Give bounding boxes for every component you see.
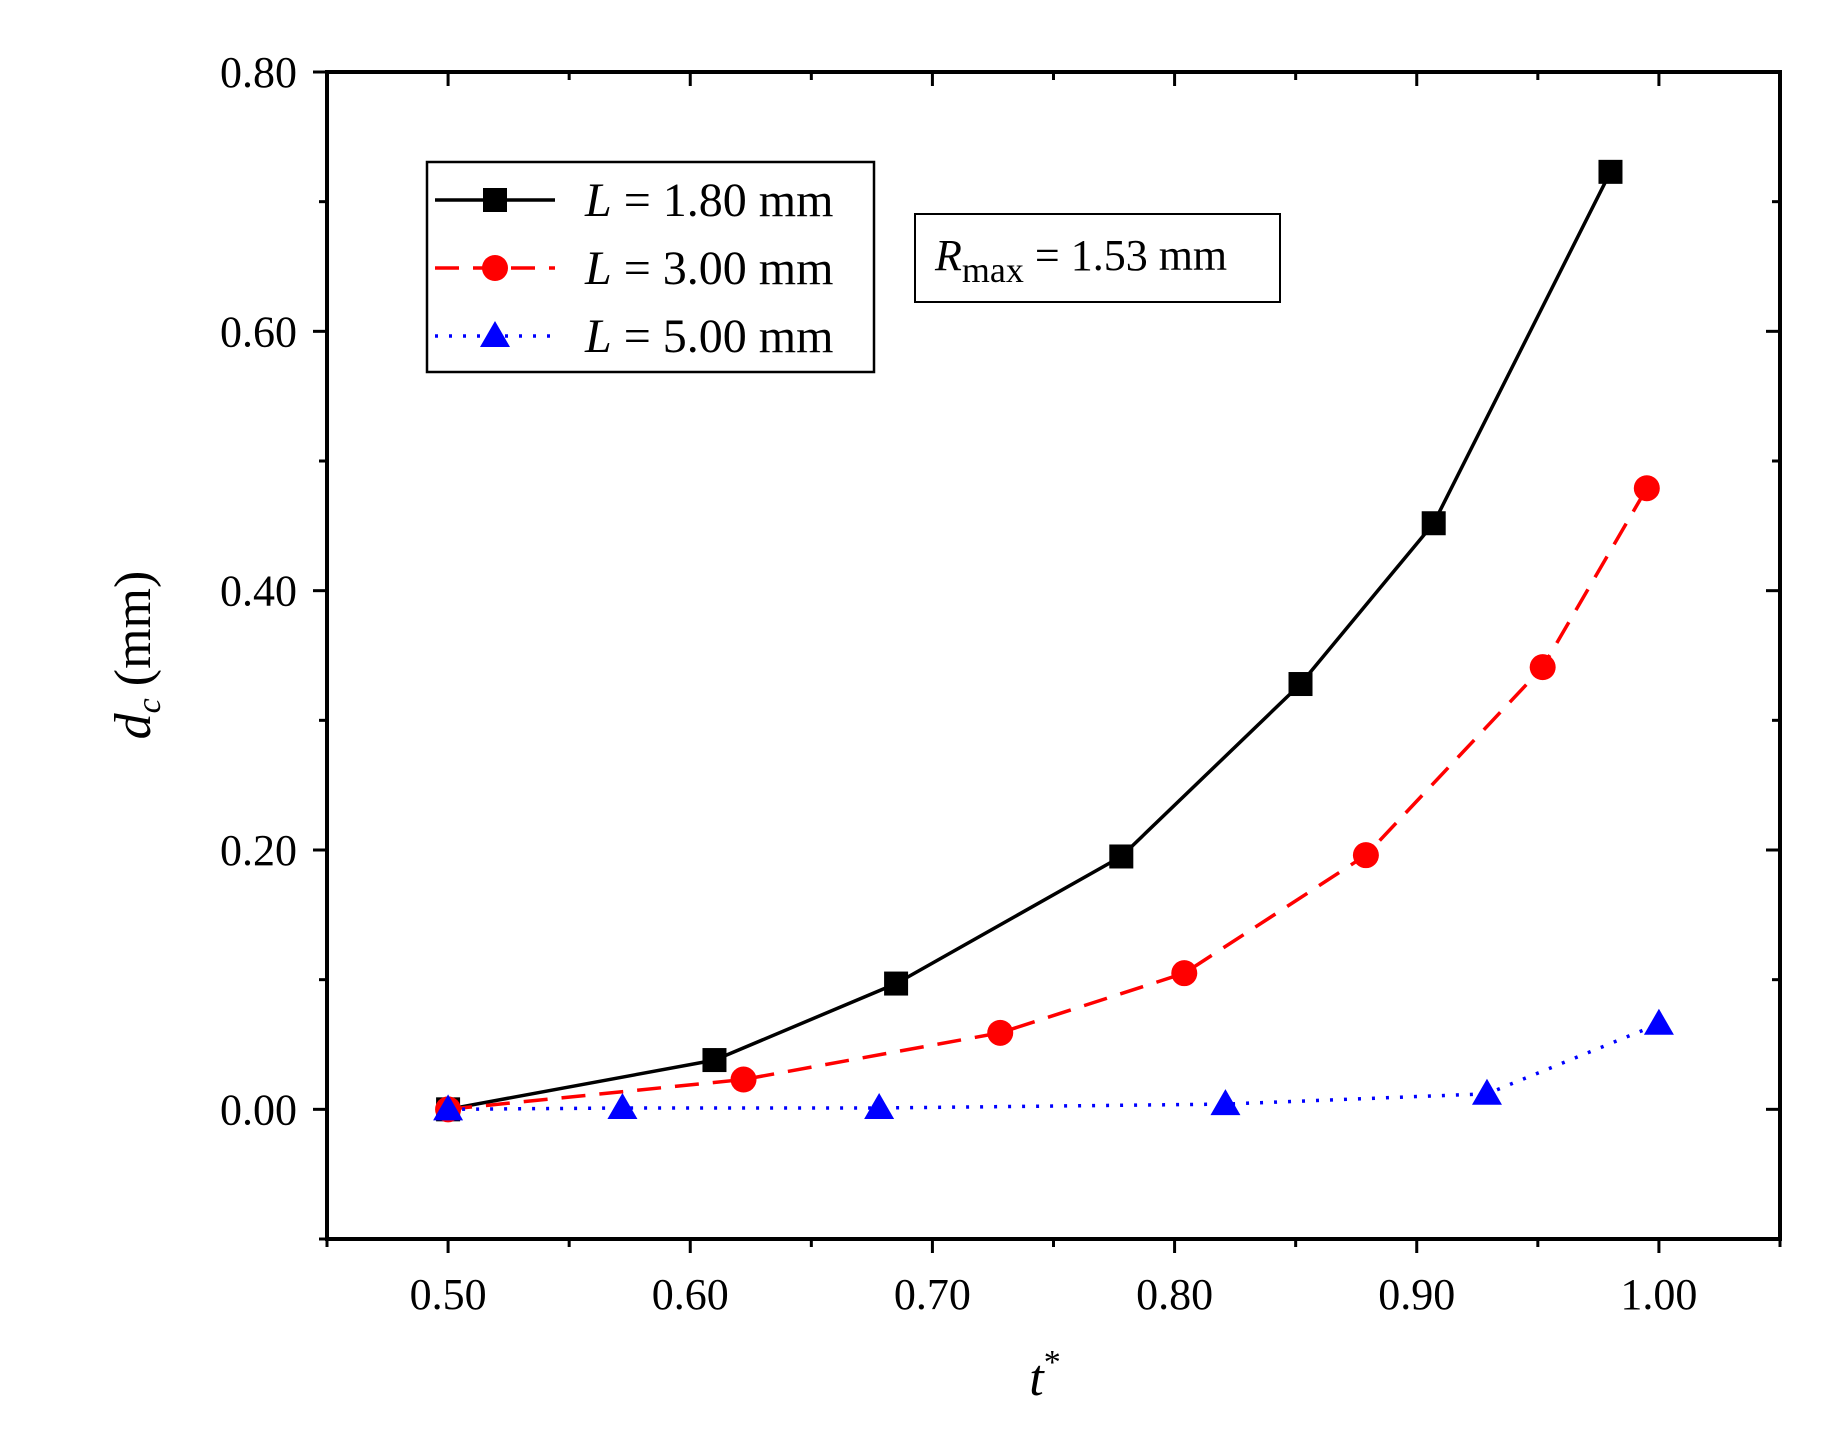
data-point-circle	[730, 1066, 757, 1093]
data-point-triangle	[1643, 1008, 1674, 1035]
series-layer	[433, 159, 1674, 1123]
x-axis-var: t	[1029, 1350, 1045, 1407]
annotation-text: Rmax = 1.53 mm	[934, 231, 1227, 290]
series-3-line	[448, 1022, 1660, 1112]
data-point-square	[1288, 672, 1313, 697]
data-point-circle	[1529, 654, 1556, 681]
tick-label-layer: 0.50 0.60 0.70 0.80 0.90 1.00 0.00 0.20 0.40 0.60…	[220, 48, 1697, 1319]
legend-label-2-var: L	[584, 242, 612, 295]
y-axis-var: d	[105, 712, 162, 739]
data-point-square	[1598, 159, 1623, 184]
legend-label-2: L = 3.00 mm	[584, 242, 833, 295]
data-point-square	[702, 1048, 727, 1073]
x-tick-label: 0.90	[1378, 1270, 1455, 1319]
x-tick-label: 0.80	[1136, 1270, 1213, 1319]
x-tick-label: 0.60	[652, 1270, 729, 1319]
legend-marker-square	[483, 188, 507, 212]
legend-entry-2: L = 3.00 mm	[435, 242, 833, 295]
x-axis-superscript: *	[1044, 1344, 1061, 1381]
y-tick-label: 0.60	[220, 307, 297, 356]
data-point-circle	[1352, 842, 1379, 869]
legend-label-3: L = 5.00 mm	[584, 310, 833, 363]
data-point-triangle	[1210, 1089, 1241, 1116]
y-axis-subscript: c	[131, 698, 168, 713]
y-tick-label: 0.80	[220, 48, 297, 97]
legend-marker-triangle	[480, 321, 510, 347]
legend-label-1: L = 1.80 mm	[584, 174, 833, 227]
legend-label-3-var: L	[584, 310, 612, 363]
x-tick-label: 1.00	[1620, 1270, 1697, 1319]
y-tick-label: 0.00	[220, 1085, 297, 1134]
legend-label-1-rest: = 1.80 mm	[612, 174, 834, 227]
y-tick-label: 0.40	[220, 567, 297, 616]
data-point-square	[1109, 844, 1134, 869]
annotation-rmax: Rmax = 1.53 mm	[914, 213, 1281, 303]
annotation-rest: = 1.53 mm	[1024, 231, 1227, 280]
data-point-triangle	[433, 1094, 464, 1121]
series-2-line	[447, 487, 1649, 1112]
annotation-box	[914, 213, 1281, 303]
data-point-triangle	[1471, 1078, 1502, 1105]
annotation-subscript: max	[962, 250, 1024, 290]
legend-entry-3: L = 5.00 mm	[435, 310, 833, 363]
series-2	[435, 475, 1660, 1123]
y-tick-label: 0.20	[220, 826, 297, 875]
data-point-square	[1421, 511, 1446, 536]
legend-label-1-var: L	[584, 174, 612, 227]
legend-label-2-rest: = 3.00 mm	[612, 242, 834, 295]
y-axis-title: dc (mm)	[105, 571, 168, 740]
annotation-var: R	[934, 231, 962, 280]
x-tick-label: 0.70	[894, 1270, 971, 1319]
x-axis-title: t*	[1029, 1344, 1060, 1407]
data-point-triangle	[864, 1093, 895, 1120]
legend-entry-1: L = 1.80 mm	[435, 174, 833, 227]
data-point-triangle	[607, 1093, 638, 1120]
data-point-circle	[987, 1019, 1014, 1046]
data-point-square	[884, 971, 909, 996]
legend-marker-circle	[482, 255, 508, 281]
legend-label-3-rest: = 5.00 mm	[612, 310, 834, 363]
data-point-circle	[1633, 475, 1660, 502]
tick-layer	[313, 70, 1782, 1253]
series-3	[433, 1008, 1674, 1121]
y-axis-unit: (mm)	[105, 571, 162, 687]
data-point-circle	[1171, 960, 1198, 987]
legend: L = 1.80 mm L = 3.00 mm L = 5.00 mm	[425, 160, 876, 374]
x-tick-label: 0.50	[410, 1270, 487, 1319]
